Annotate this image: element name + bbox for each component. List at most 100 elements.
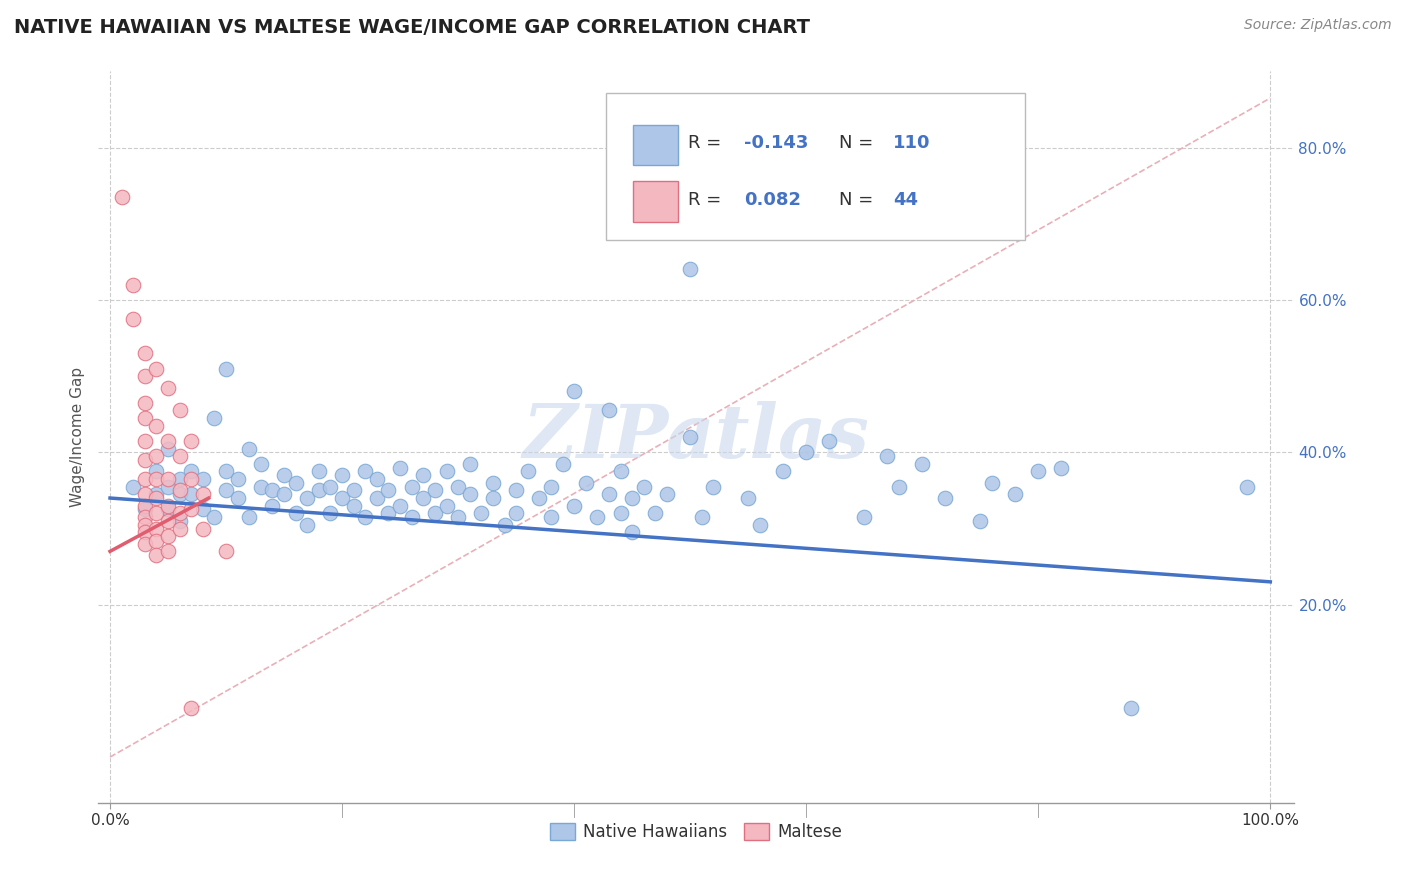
Point — [134, 510, 156, 524]
Point — [412, 491, 434, 505]
Point — [343, 483, 366, 498]
Point — [145, 548, 167, 562]
Point — [134, 502, 156, 516]
Point — [157, 529, 180, 543]
Point — [134, 537, 156, 551]
Point — [145, 418, 167, 433]
Point — [215, 361, 238, 376]
Point — [679, 430, 702, 444]
Point — [1004, 487, 1026, 501]
Text: NATIVE HAWAIIAN VS MALTESE WAGE/INCOME GAP CORRELATION CHART: NATIVE HAWAIIAN VS MALTESE WAGE/INCOME G… — [14, 18, 810, 37]
Point — [169, 483, 191, 498]
FancyBboxPatch shape — [606, 94, 1025, 240]
Point — [134, 396, 156, 410]
Point — [447, 480, 470, 494]
Point — [980, 475, 1002, 490]
Point — [284, 506, 307, 520]
Point — [191, 502, 214, 516]
Point — [169, 514, 191, 528]
Point — [145, 521, 167, 535]
Point — [1050, 460, 1073, 475]
Point — [748, 517, 770, 532]
Point — [447, 510, 470, 524]
Point — [436, 464, 458, 478]
Point — [354, 464, 377, 478]
Point — [609, 464, 631, 478]
Point — [562, 384, 585, 399]
Point — [319, 480, 342, 494]
Point — [297, 491, 319, 505]
Point — [145, 506, 167, 520]
Point — [540, 480, 562, 494]
Point — [157, 480, 180, 494]
Point — [377, 506, 399, 520]
Point — [377, 483, 399, 498]
Point — [215, 544, 238, 558]
Point — [226, 491, 249, 505]
Point — [308, 483, 330, 498]
Point — [180, 700, 202, 714]
Text: Source: ZipAtlas.com: Source: ZipAtlas.com — [1244, 18, 1392, 32]
Point — [934, 491, 956, 505]
Point — [180, 502, 202, 516]
Point — [134, 411, 156, 425]
Text: ZIPatlas: ZIPatlas — [523, 401, 869, 474]
Point — [876, 449, 898, 463]
Point — [516, 464, 538, 478]
Point — [180, 434, 202, 448]
Point — [1236, 480, 1258, 494]
Point — [204, 510, 226, 524]
Point — [238, 510, 260, 524]
Point — [134, 525, 156, 540]
Point — [319, 506, 342, 520]
Point — [1026, 464, 1049, 478]
Point — [215, 464, 238, 478]
Point — [737, 491, 759, 505]
Point — [330, 468, 353, 483]
Point — [169, 472, 191, 486]
Text: 44: 44 — [893, 191, 918, 209]
Point — [145, 491, 167, 505]
Point — [412, 468, 434, 483]
Point — [389, 499, 412, 513]
Point — [297, 517, 319, 532]
Point — [145, 487, 167, 501]
Point — [598, 403, 620, 417]
Point — [598, 487, 620, 501]
Point — [157, 544, 180, 558]
Legend: Native Hawaiians, Maltese: Native Hawaiians, Maltese — [541, 814, 851, 849]
Point — [505, 506, 527, 520]
Point — [494, 517, 516, 532]
Point — [157, 502, 180, 516]
Point — [423, 483, 446, 498]
Point — [145, 472, 167, 486]
Point — [134, 472, 156, 486]
Point — [134, 434, 156, 448]
Point — [169, 449, 191, 463]
Point — [969, 514, 991, 528]
Point — [633, 480, 655, 494]
Y-axis label: Wage/Income Gap: Wage/Income Gap — [69, 367, 84, 508]
Point — [134, 453, 156, 467]
Point — [551, 457, 574, 471]
Text: 0.082: 0.082 — [744, 191, 801, 209]
Point — [111, 190, 134, 204]
Point — [458, 457, 481, 471]
Point — [145, 449, 167, 463]
Point — [169, 506, 191, 520]
Point — [157, 434, 180, 448]
Point — [330, 491, 353, 505]
Text: 110: 110 — [893, 134, 931, 152]
Point — [482, 491, 505, 505]
Point — [644, 506, 666, 520]
Point — [250, 457, 273, 471]
Point — [308, 464, 330, 478]
Point — [169, 403, 191, 417]
Text: N =: N = — [839, 191, 879, 209]
Point — [134, 346, 156, 360]
Point — [180, 464, 202, 478]
Point — [262, 499, 284, 513]
Point — [679, 262, 702, 277]
Point — [157, 499, 180, 513]
Point — [458, 487, 481, 501]
